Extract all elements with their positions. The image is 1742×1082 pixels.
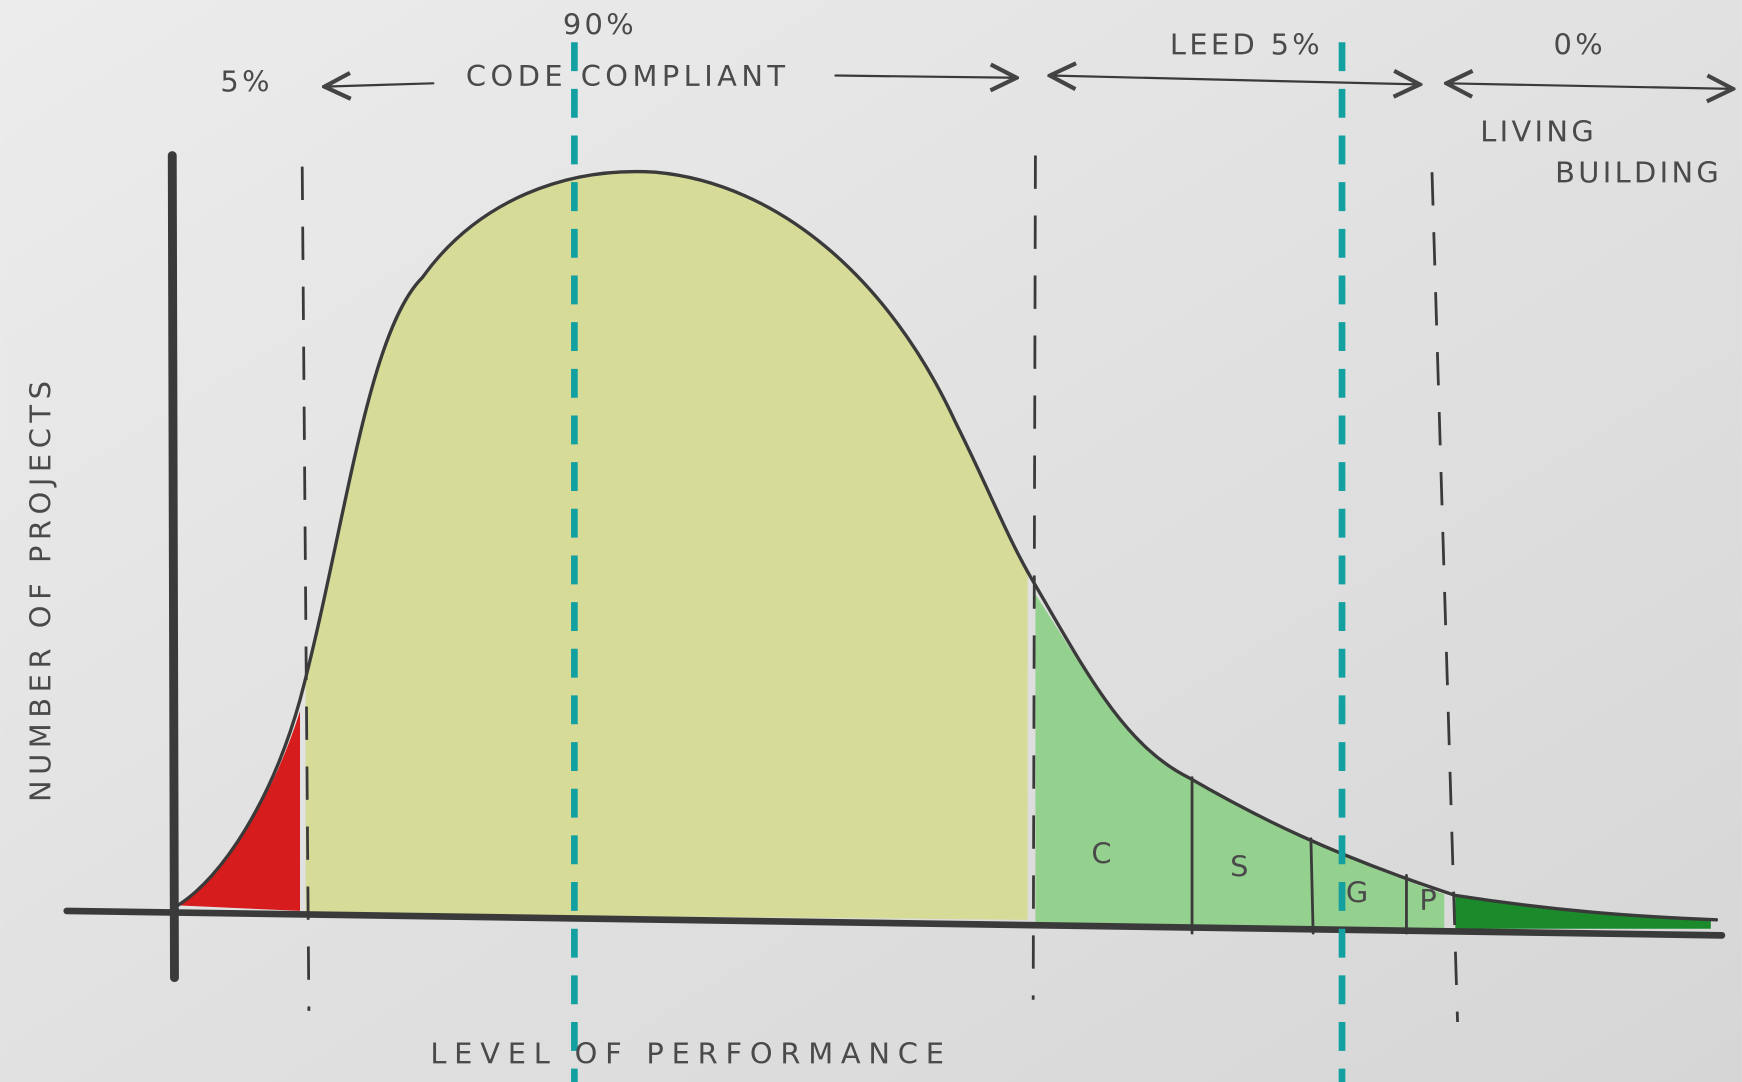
share-label: 0% <box>1554 28 1606 62</box>
range-label: CODE COMPLIANT <box>466 59 790 93</box>
share-label: 5% <box>220 64 272 98</box>
divider <box>1031 155 1037 1000</box>
region-code-compliant <box>305 171 1028 920</box>
range-label: BUILDING <box>1555 155 1722 189</box>
region-leed <box>1035 594 1445 934</box>
y-axis <box>167 151 179 983</box>
y-axis-label: NUMBER OF PROJECTS <box>23 376 57 803</box>
arrow <box>834 76 1016 78</box>
segment-label: S <box>1230 850 1252 884</box>
arrow <box>324 83 435 86</box>
segment-label: G <box>1346 875 1372 909</box>
x-axis-label: LEVEL OF PERFORMANCE <box>430 1036 951 1070</box>
arrow <box>1050 76 1420 85</box>
segment-label: C <box>1091 836 1115 870</box>
divider <box>300 166 311 1011</box>
x-axis <box>63 907 1726 939</box>
range-label: LEED 5% <box>1170 28 1323 62</box>
arrow <box>1446 83 1733 89</box>
divider <box>1430 172 1459 1023</box>
region-below-code <box>177 710 301 911</box>
share-label: 90% <box>563 8 637 42</box>
segment-label: P <box>1419 883 1440 917</box>
segment-divider <box>1309 837 1315 935</box>
range-label: LIVING <box>1480 114 1597 148</box>
